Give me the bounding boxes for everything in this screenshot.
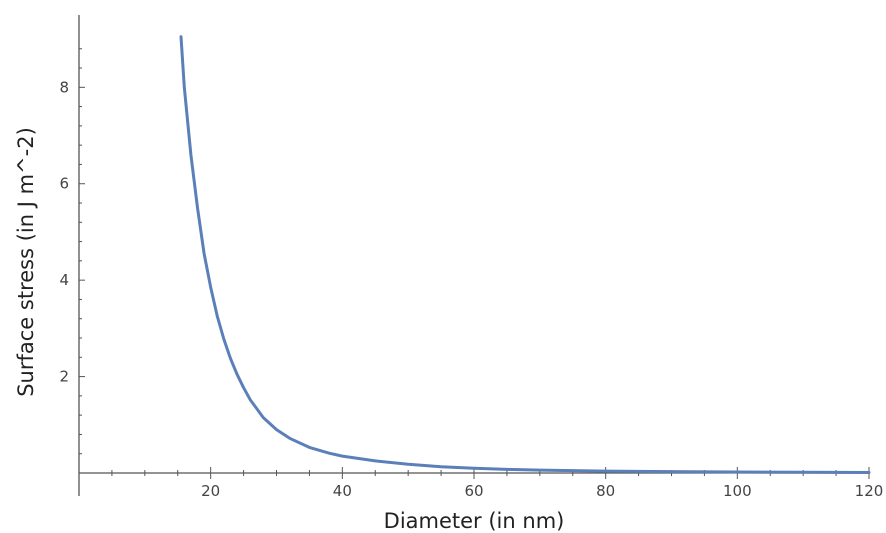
x-tick-label: 20 <box>201 482 220 500</box>
y-tick-label: 4 <box>59 271 69 289</box>
x-axis-title: Diameter (in nm) <box>384 509 565 533</box>
series-line-0 <box>179 35 871 474</box>
plot-series <box>179 35 871 474</box>
y-axis-title: Surface stress (in J m^-2) <box>14 127 38 397</box>
x-tick-label: 100 <box>723 482 752 500</box>
x-tick-label: 120 <box>855 482 884 500</box>
x-tick-label: 60 <box>464 482 483 500</box>
y-tick-label: 8 <box>59 78 69 96</box>
x-tick-label: 80 <box>596 482 615 500</box>
x-tick-label: 40 <box>333 482 352 500</box>
y-tick-label: 6 <box>59 175 69 193</box>
y-tick-label: 2 <box>59 368 69 386</box>
